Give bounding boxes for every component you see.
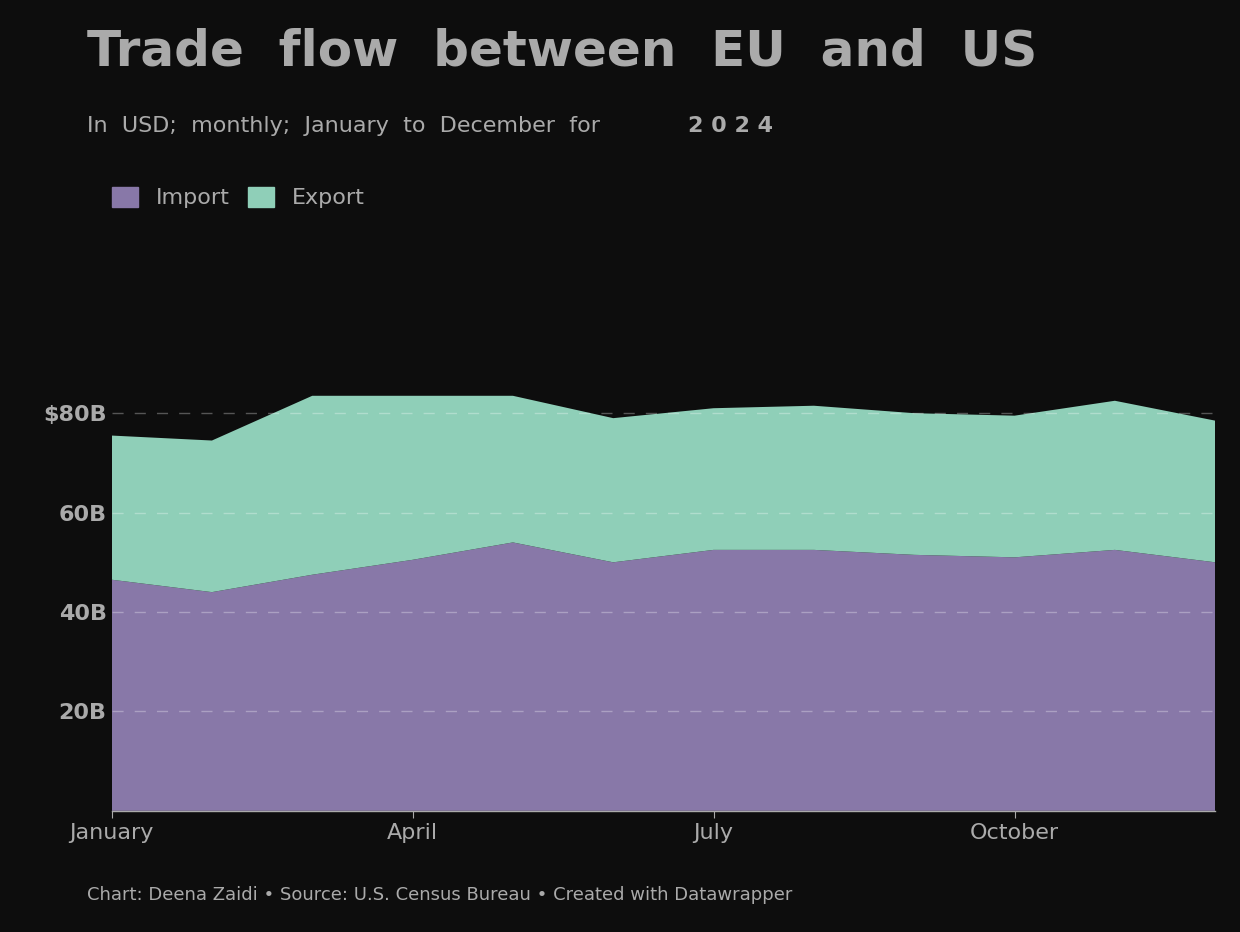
Text: In  USD;  monthly;  January  to  December  for: In USD; monthly; January to December for: [87, 116, 614, 136]
Text: Trade  flow  between  EU  and  US: Trade flow between EU and US: [87, 28, 1037, 76]
Text: Chart: Deena Zaidi • Source: U.S. Census Bureau • Created with Datawrapper: Chart: Deena Zaidi • Source: U.S. Census…: [87, 886, 792, 904]
Legend: Import, Export: Import, Export: [112, 186, 365, 208]
Text: 2 0 2 4: 2 0 2 4: [688, 116, 774, 136]
